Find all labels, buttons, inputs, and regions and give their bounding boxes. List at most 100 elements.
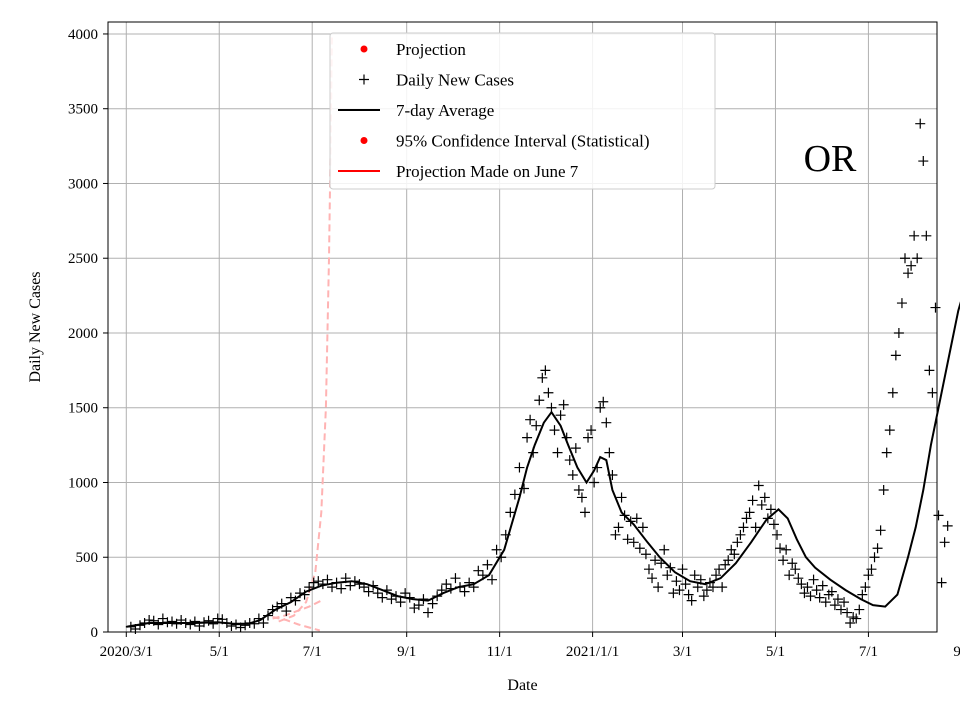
daily-case-point: [802, 582, 813, 593]
daily-case-point: [686, 595, 697, 606]
daily-case-point: [887, 387, 898, 398]
daily-case-point: [899, 253, 910, 264]
daily-case-point: [805, 591, 816, 602]
daily-case-point: [534, 395, 545, 406]
daily-case-point: [650, 555, 661, 566]
daily-case-point: [796, 579, 807, 590]
daily-case-point: [851, 613, 862, 624]
daily-case-point: [540, 365, 551, 376]
daily-case-point: [781, 544, 792, 555]
daily-case-point: [799, 588, 810, 599]
y-axis-label: Daily New Cases: [27, 271, 44, 382]
daily-case-point: [771, 529, 782, 540]
y-tick-label: 3000: [68, 176, 98, 192]
legend-label: 7-day Average: [396, 101, 494, 120]
daily-case-point: [473, 565, 484, 576]
daily-case-point: [413, 600, 424, 611]
annotation-text: OR: [804, 138, 857, 180]
daily-case-point: [768, 519, 779, 530]
daily-case-point: [258, 618, 269, 629]
daily-case-point: [909, 230, 920, 241]
daily-case-point: [912, 253, 923, 264]
legend-dot-marker: [360, 45, 368, 53]
y-tick-label: 2500: [68, 251, 98, 267]
daily-case-point: [598, 396, 609, 407]
daily-case-point: [744, 507, 755, 518]
legend-item: Daily New Cases: [359, 71, 514, 90]
daily-case-point: [558, 399, 569, 410]
legend-item: 95% Confidence Interval (Statistical): [360, 132, 650, 151]
daily-case-point: [427, 598, 438, 609]
x-tick-label: 7/1: [859, 644, 878, 660]
daily-case-point: [866, 564, 877, 575]
legend-item: Projection: [360, 40, 466, 59]
daily-case-point: [487, 574, 498, 585]
daily-case-point: [738, 522, 749, 533]
daily-case-point: [377, 592, 388, 603]
daily-case-point: [711, 570, 722, 581]
daily-case-point: [153, 619, 164, 630]
early-band-line: [272, 599, 322, 620]
daily-case-point: [674, 585, 685, 596]
daily-case-point: [564, 455, 575, 466]
legend-item: Projection Made on June 7: [338, 162, 579, 181]
daily-case-point: [750, 522, 761, 533]
x-tick-label: 9/1: [397, 644, 416, 660]
daily-case-point: [857, 589, 868, 600]
daily-case-point: [906, 260, 917, 271]
daily-case-point: [281, 606, 292, 617]
daily-case-point: [717, 582, 728, 593]
daily-case-point: [732, 537, 743, 548]
daily-case-point: [759, 492, 770, 503]
daily-case-point: [647, 573, 658, 584]
daily-case-point: [322, 574, 333, 585]
daily-case-point: [671, 576, 682, 587]
daily-case-point: [842, 607, 853, 618]
daily-case-point: [576, 492, 587, 503]
daily-case-point: [441, 579, 452, 590]
y-tick-label: 3500: [68, 102, 98, 118]
daily-case-point: [808, 574, 819, 585]
daily-case-point: [509, 489, 520, 500]
x-tick-label: 2020/3/1: [100, 644, 153, 660]
daily-case-point: [930, 302, 941, 313]
daily-case-point: [643, 564, 654, 575]
daily-case-point: [698, 591, 709, 602]
daily-case-point: [863, 570, 874, 581]
daily-case-point: [668, 588, 679, 599]
daily-case-point: [817, 580, 828, 591]
daily-case-point: [637, 522, 648, 533]
daily-case-point: [683, 589, 694, 600]
daily-new-cases-points: [125, 118, 953, 635]
x-tick-label: 9/1: [953, 644, 960, 660]
daily-case-point: [707, 582, 718, 593]
daily-case-point: [610, 529, 621, 540]
daily-case-point: [372, 588, 383, 599]
daily-case-point: [860, 582, 871, 593]
daily-case-point: [628, 537, 639, 548]
plot-frame: [107, 21, 938, 633]
legend-plus-marker: [359, 74, 369, 85]
y-tick-label: 1000: [68, 475, 98, 491]
x-tick-label: 2021/1/1: [566, 644, 619, 660]
daily-case-point: [869, 552, 880, 563]
daily-case-point: [942, 520, 953, 531]
daily-case-point: [240, 620, 251, 631]
daily-case-point: [549, 425, 560, 436]
daily-case-point: [924, 365, 935, 376]
daily-case-point: [936, 577, 947, 588]
legend-dot-marker: [360, 137, 368, 144]
early-projection-band: [272, 33, 333, 632]
daily-case-point: [589, 477, 600, 488]
daily-case-point: [826, 586, 837, 597]
daily-case-point: [531, 420, 542, 431]
daily-case-point: [573, 484, 584, 495]
daily-case-point: [832, 594, 843, 605]
x-tick-label: 5/1: [210, 644, 229, 660]
daily-case-point: [793, 573, 804, 584]
daily-case-point: [395, 597, 406, 608]
daily-case-point: [595, 402, 606, 413]
daily-case-point: [616, 492, 627, 503]
axes: [107, 21, 938, 633]
daily-case-point: [677, 564, 688, 575]
